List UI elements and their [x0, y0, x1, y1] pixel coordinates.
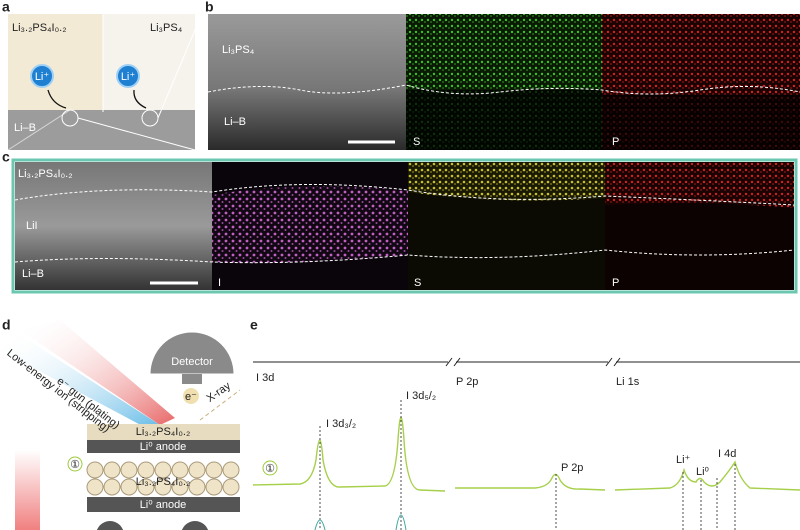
region-label: Li 1s: [616, 376, 640, 388]
anode-label: Li⁰ anode: [140, 499, 187, 511]
ion-label: Li⁺: [121, 71, 136, 83]
map-label: S: [414, 277, 421, 289]
detector-label: Detector: [171, 356, 213, 368]
anode-label: Li⁰ anode: [140, 441, 187, 453]
peak-label: Li⁺: [676, 454, 691, 466]
layer-label: LiI: [26, 220, 38, 232]
peak-label: Li⁰: [696, 466, 710, 478]
map-label: P: [612, 277, 619, 289]
map-label: S: [413, 136, 420, 148]
layer-label: Li₃.₂PS₄I₀.₂: [18, 168, 72, 180]
peak-label: P 2p: [561, 462, 583, 474]
region-label: P 2p: [456, 376, 478, 388]
ion-label: Li⁺: [35, 71, 50, 83]
panel-b: b Li₃PS₄ Li–B S P: [205, 0, 800, 150]
panel-label: e: [250, 317, 258, 333]
xray-label: X-ray: [205, 380, 234, 405]
panel-label: c: [2, 149, 10, 165]
step-marker: ①: [70, 459, 80, 471]
panel-label: d: [2, 317, 11, 333]
panel-label: a: [2, 0, 10, 15]
map-label: I: [218, 277, 221, 289]
step-marker: ①: [265, 463, 275, 475]
region-label: I 3d: [256, 372, 274, 384]
material-label: Li₃.₂PS₄I₀.₂: [12, 22, 66, 34]
material-label: Li₃PS₄: [150, 22, 183, 34]
panel-label: b: [205, 0, 214, 15]
panel-c: c Li₃.₂PS₄I₀.₂ LiI Li–B I S P: [2, 149, 798, 294]
substrate-label: Li–B: [14, 122, 36, 134]
peak-label: I 3d₃/₂: [326, 418, 356, 430]
layer-label: Li–B: [224, 116, 246, 128]
layer-label: Li₃PS₄: [222, 44, 255, 56]
panel-a: a Li₃.₂PS₄I₀.₂ Li₃PS₄ Li⁺ Li⁺ Li–B: [2, 0, 196, 151]
layer-label: Li₃.₂PS₄I₀.₂: [136, 476, 190, 488]
peak-label: I 4d: [718, 448, 736, 460]
peak-label: I 3d₅/₂: [406, 390, 436, 402]
electron-label: e⁻: [185, 391, 197, 403]
layer-label: Li₃.₂PS₄I₀.₂: [136, 426, 190, 438]
map-label: P: [612, 136, 619, 148]
layer-label: Li–B: [22, 268, 44, 280]
panel-d: d Detector e⁻ gun (plating) Low-energy i…: [0, 317, 241, 530]
panel-e: e ① I 3d P 2p Li 1s I 3d₃/₂ I 3d₅/₂ P 2p…: [250, 317, 800, 530]
